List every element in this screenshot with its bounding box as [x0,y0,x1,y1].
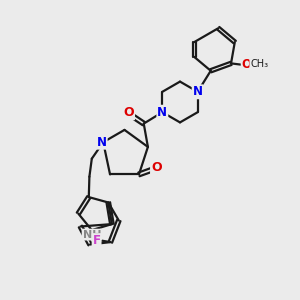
Text: O: O [242,58,252,71]
Text: O: O [151,161,162,174]
Text: O: O [123,106,134,119]
Text: N: N [193,85,203,98]
Text: N: N [97,136,107,149]
Text: N: N [157,106,167,119]
Text: CH₃: CH₃ [250,59,268,69]
Text: F: F [93,234,101,247]
Text: NH: NH [82,230,101,240]
